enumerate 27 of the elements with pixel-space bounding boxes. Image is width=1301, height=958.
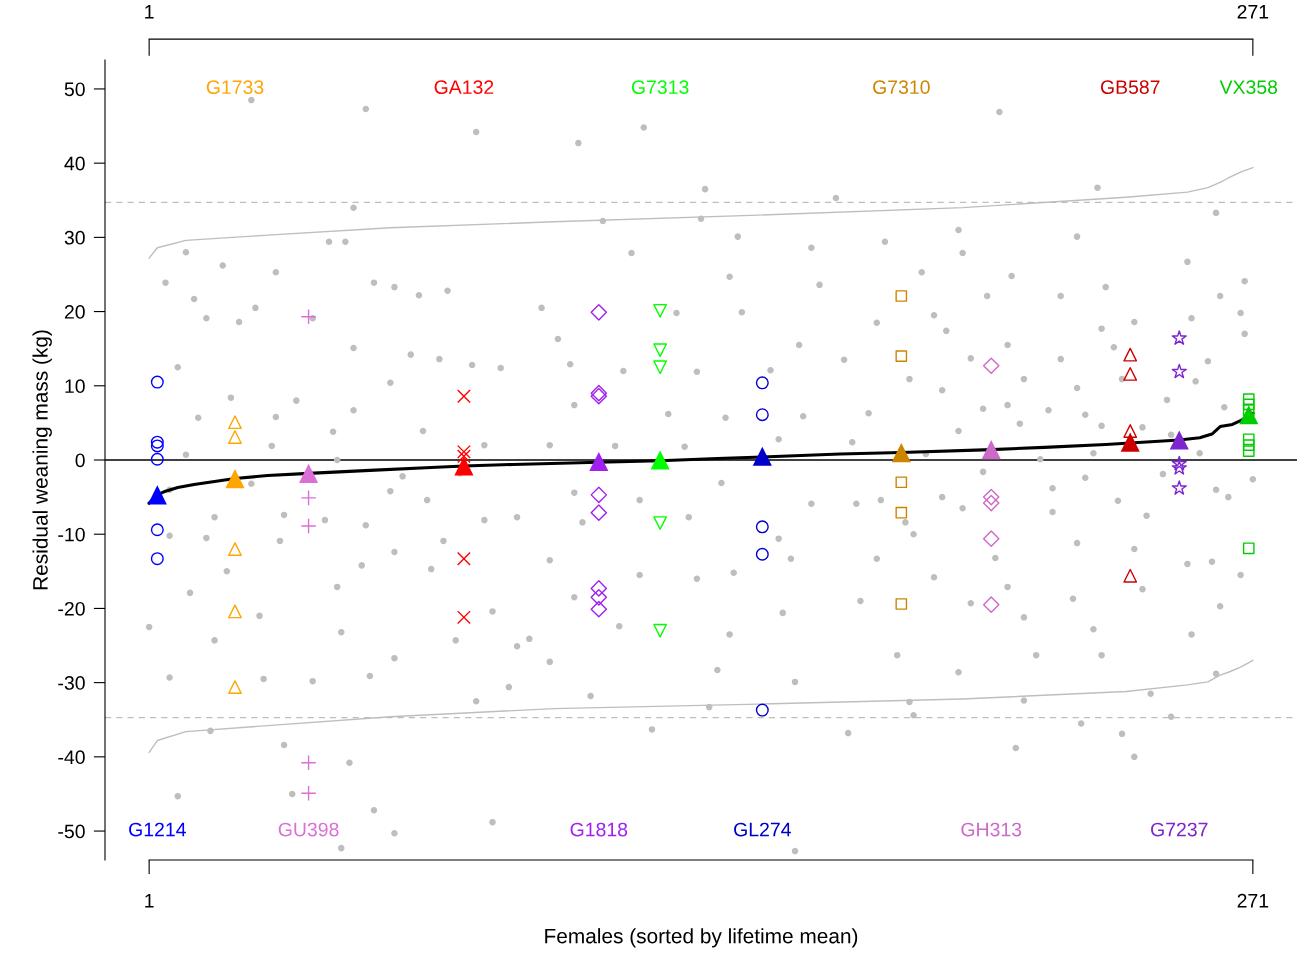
- text: VX358: [1219, 80, 1278, 95]
- y-tick-label: 20: [64, 305, 85, 319]
- text: G7237: [1151, 822, 1208, 837]
- y-tick-label: -30: [58, 676, 85, 690]
- text: G1818: [570, 822, 628, 837]
- text: G7310: [873, 80, 930, 95]
- y-tick-label: 10: [65, 379, 85, 394]
- text: G1214: [129, 822, 186, 837]
- text: GL274: [734, 822, 791, 837]
- text: G1733: [206, 80, 264, 95]
- x2-tick-label: 1: [145, 5, 154, 19]
- y-tick-label: -50: [58, 824, 85, 839]
- y-axis-title: Residual weaning mass (kg): [32, 330, 52, 590]
- x2-tick-label: 271: [1237, 4, 1269, 19]
- text: GH313: [961, 822, 1022, 837]
- x-axis-title: Females (sorted by lifetime mean): [545, 928, 858, 948]
- text: G7313: [631, 80, 689, 95]
- y-tick-label: 40: [64, 156, 85, 171]
- series-label: GU398: [278, 822, 339, 837]
- y-tick-label: -10: [58, 527, 85, 542]
- y-tick-label: 30: [64, 230, 85, 245]
- text: GA132: [434, 80, 494, 95]
- y-tick-label: -40: [58, 750, 85, 765]
- text: GB587: [1100, 80, 1160, 95]
- y-tick-label: 50: [64, 82, 85, 97]
- y-tick-label: -20: [58, 601, 85, 616]
- y-tick-label: 0: [75, 453, 85, 468]
